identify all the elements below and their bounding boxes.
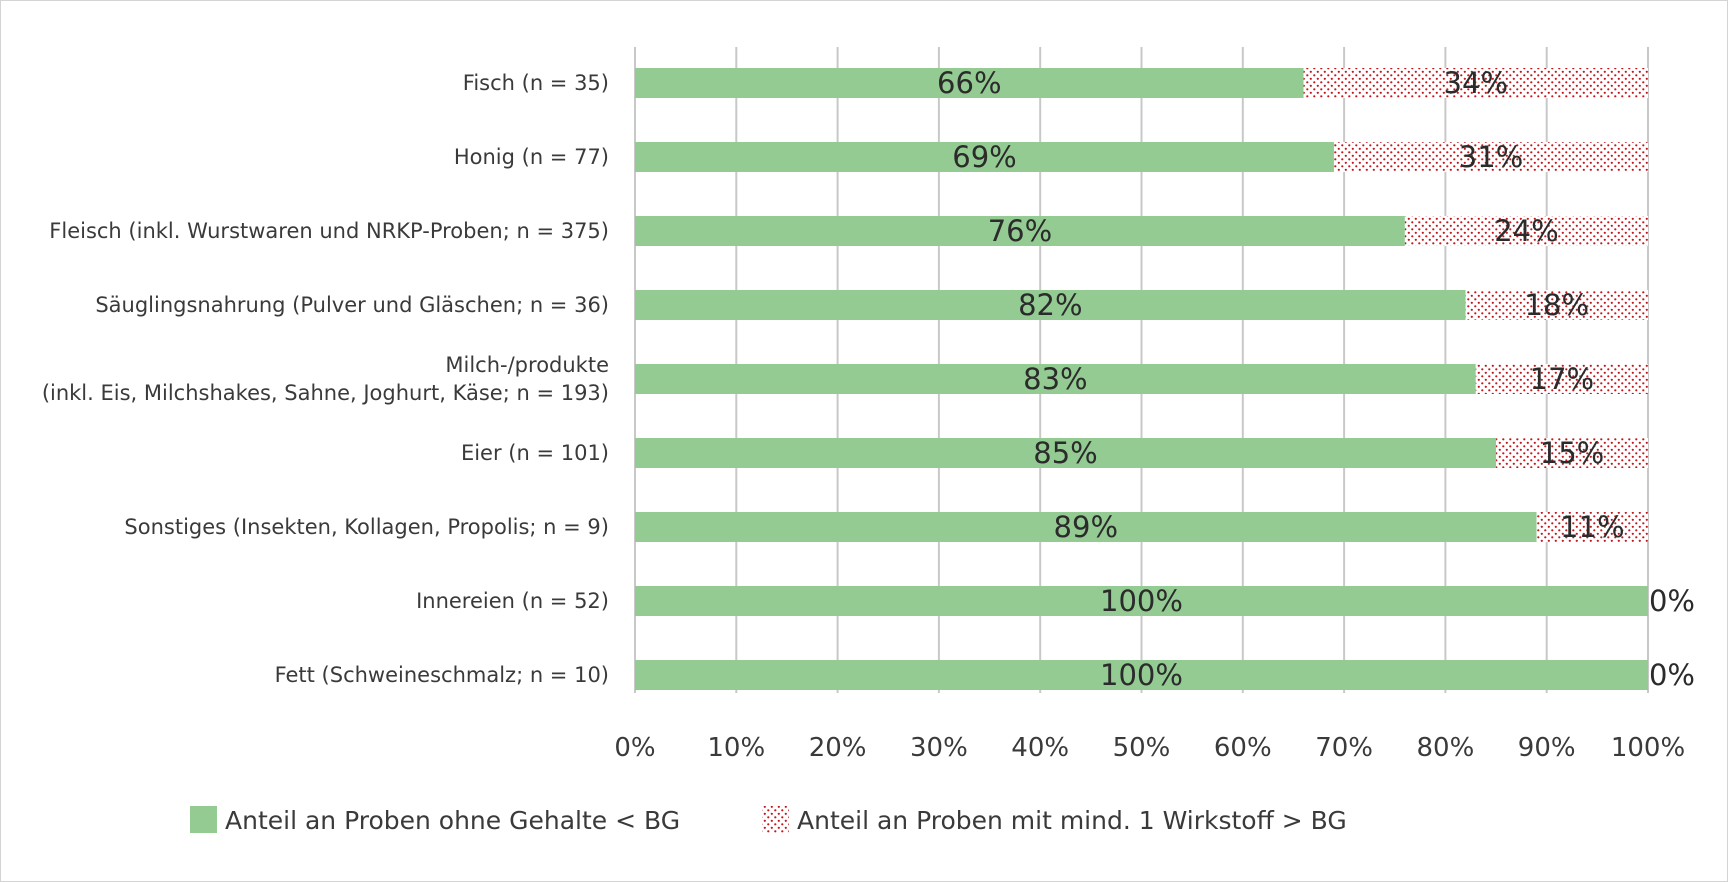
data-label: 11% — [1560, 510, 1624, 544]
category-label: Eier (n = 101) — [461, 441, 609, 465]
x-axis-tick-labels: 0% 10% 20% 30% 40% 50% 60% 70% 80% 90% 100% — [614, 733, 1685, 763]
category-label: Fett (Schweineschmalz; n = 10) — [275, 663, 609, 687]
data-label: 0% — [1649, 658, 1695, 692]
bar-segment-ohne-gehalte — [635, 142, 1334, 172]
x-tick-label: 0% — [614, 733, 655, 763]
x-tick-label: 40% — [1011, 733, 1069, 763]
x-tick-label: 60% — [1214, 733, 1272, 763]
category-label: Sonstiges (Insekten, Kollagen, Propolis;… — [124, 515, 609, 539]
data-label: 100% — [1100, 658, 1183, 692]
legend-swatch-ohne-gehalte — [190, 806, 217, 833]
x-tick-label: 80% — [1417, 733, 1475, 763]
data-label: 24% — [1494, 214, 1558, 248]
category-label: Honig (n = 77) — [454, 145, 609, 169]
category-label: Milch-/produkte — [445, 353, 609, 377]
category-label: Fleisch (inkl. Wurstwaren und NRKP-Probe… — [49, 219, 609, 243]
data-label: 89% — [1054, 510, 1118, 544]
data-label: 85% — [1033, 436, 1097, 470]
data-label: 100% — [1100, 584, 1183, 618]
bar-segment-mit-wirkstoff — [1536, 512, 1648, 542]
category-labels: Fisch (n = 35) Honig (n = 77) Fleisch (ink… — [42, 71, 609, 687]
bar-segment-mit-wirkstoff — [1465, 290, 1648, 320]
data-label: 83% — [1023, 362, 1087, 396]
bar-segment-ohne-gehalte — [635, 660, 1648, 690]
x-tick-label: 100% — [1611, 733, 1685, 763]
legend-label: Anteil an Proben mit mind. 1 Wirkstoff >… — [797, 806, 1347, 835]
data-label: 17% — [1530, 362, 1594, 396]
bar-segment-ohne-gehalte — [635, 364, 1476, 394]
x-tick-label: 90% — [1518, 733, 1576, 763]
data-label: 0% — [1649, 584, 1695, 618]
bars — [635, 68, 1648, 690]
data-label: 69% — [952, 140, 1016, 174]
bar-segment-mit-wirkstoff — [1404, 216, 1648, 246]
category-label: Innereien (n = 52) — [416, 589, 609, 613]
data-label: 31% — [1459, 140, 1523, 174]
bar-segment-ohne-gehalte — [635, 586, 1648, 616]
bar-segment-mit-wirkstoff — [1475, 364, 1648, 394]
bar-segment-ohne-gehalte — [635, 512, 1537, 542]
data-label: 18% — [1525, 288, 1589, 322]
bar-segment-mit-wirkstoff — [1333, 142, 1648, 172]
bar-segment-mit-wirkstoff — [1303, 68, 1648, 98]
x-tick-label: 20% — [809, 733, 867, 763]
x-tick-label: 30% — [910, 733, 968, 763]
data-label: 15% — [1540, 436, 1604, 470]
legend-swatch-mit-wirkstoff — [762, 806, 789, 833]
bar-segment-ohne-gehalte — [635, 68, 1304, 98]
data-label: 76% — [988, 214, 1052, 248]
data-labels: 66% 34% 69% 31% 76% 24% 82% 18% 83% 17% 85% 15% 89% 1… — [937, 66, 1695, 692]
x-tick-label: 70% — [1315, 733, 1373, 763]
bar-segment-ohne-gehalte — [635, 216, 1405, 246]
data-label: 82% — [1018, 288, 1082, 322]
bar-segment-mit-wirkstoff — [1496, 438, 1648, 468]
data-label: 66% — [937, 66, 1001, 100]
data-label: 34% — [1444, 66, 1508, 100]
legend-label: Anteil an Proben ohne Gehalte < BG — [225, 806, 680, 835]
category-label: Säuglingsnahrung (Pulver und Gläschen; n… — [95, 293, 609, 317]
x-tick-label: 50% — [1113, 733, 1171, 763]
legend: Anteil an Proben ohne Gehalte < BG Anteil… — [190, 806, 1347, 835]
x-tick-label: 10% — [707, 733, 765, 763]
bar-segment-ohne-gehalte — [635, 290, 1466, 320]
category-label: (inkl. Eis, Milchshakes, Sahne, Joghurt,… — [42, 381, 609, 405]
bar-segment-ohne-gehalte — [635, 438, 1497, 468]
category-label: Fisch (n = 35) — [463, 71, 609, 95]
